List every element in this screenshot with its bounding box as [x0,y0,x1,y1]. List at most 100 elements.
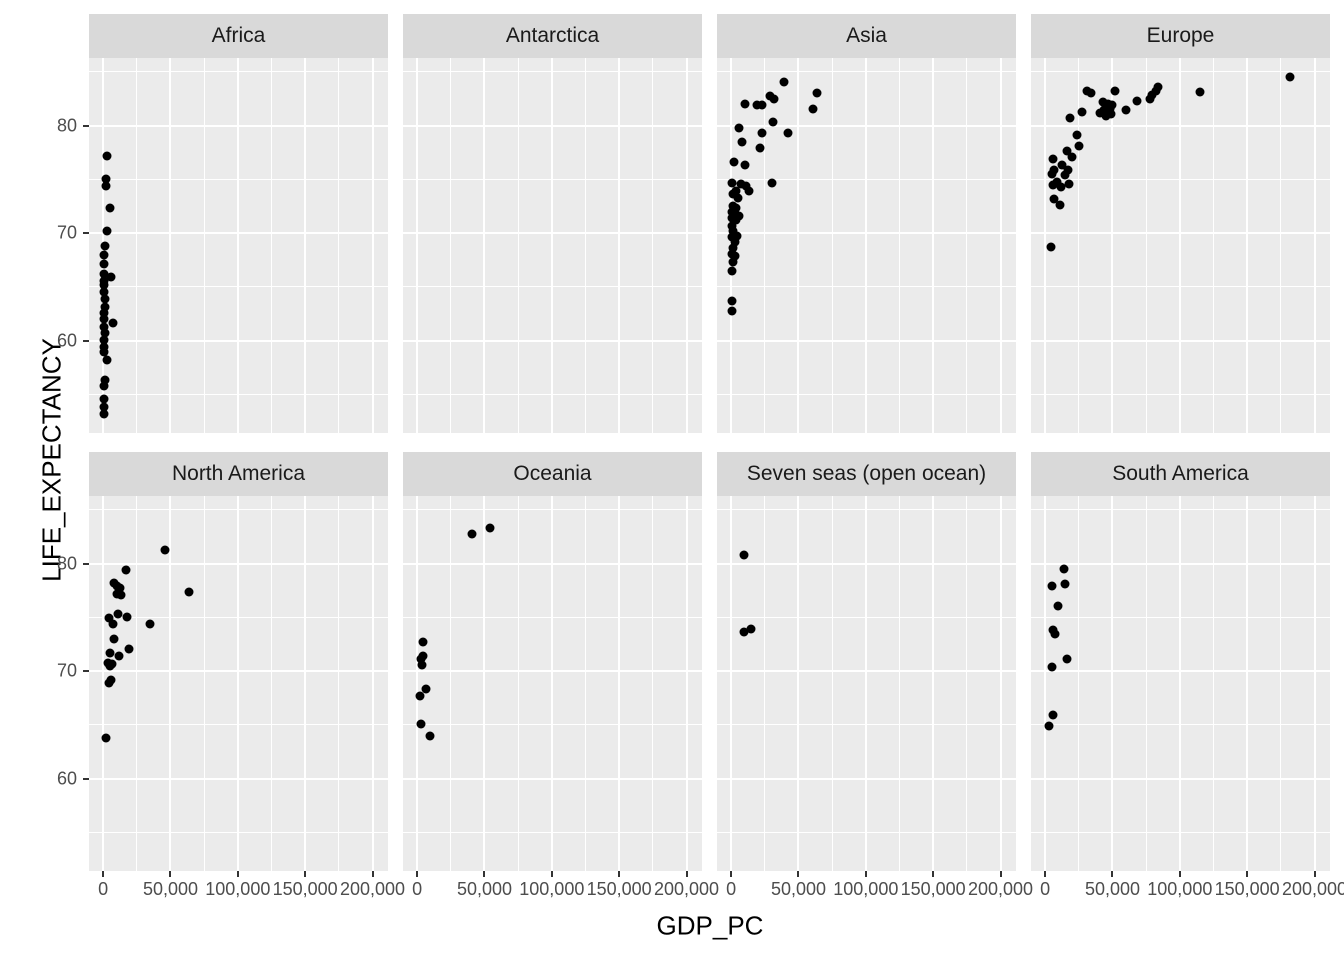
data-point [99,347,109,357]
gridline-major-vertical [797,58,800,433]
gridline-major-horizontal [403,562,702,565]
x-tick-label: 100,000 [205,879,271,899]
data-point [737,137,747,147]
gridline-major-horizontal [403,124,702,127]
data-point [808,104,818,113]
gridline-major-vertical [304,496,307,871]
data-point [812,88,822,98]
gridline-minor-vertical [584,496,586,871]
facet-panel [89,58,388,433]
data-point [99,409,109,419]
x-tick-label: 200,000 [1281,879,1344,899]
data-point [731,203,741,213]
x-axis-title: GDP_PC [656,910,764,941]
gridline-major-horizontal [717,670,1016,673]
facet-strip: Oceania [403,452,702,496]
data-point [755,143,765,153]
data-point [1047,662,1057,672]
gridline-major-horizontal [403,232,702,235]
data-point [115,583,125,593]
data-point [106,272,116,282]
gridline-minor-vertical [652,496,654,871]
x-tick-mark [1111,871,1114,877]
data-point [779,77,789,87]
facet-strip-label: Asia [846,24,887,47]
facet-strip-label: Antarctica [505,24,600,47]
gridline-minor-vertical [517,496,519,871]
gridline-minor-vertical [764,58,766,433]
data-point [1065,113,1075,123]
x-tick-label: 200,000 [339,879,406,899]
x-tick-mark [864,871,867,877]
gridline-major-horizontal [89,562,388,565]
y-tick-mark [83,777,89,780]
gridline-major-vertical [932,58,935,433]
x-tick-label: 0 [1040,879,1051,899]
gridline-minor-vertical [966,496,968,871]
data-point [104,678,114,688]
x-tick-mark [102,871,105,877]
x-tick-label: 50,000 [456,879,512,899]
data-point [116,590,126,600]
gridline-major-horizontal [1031,670,1330,673]
gridline-major-vertical [1178,496,1181,871]
data-point [1105,104,1115,113]
data-point [122,612,132,622]
data-point [728,189,738,199]
gridline-minor-vertical [898,58,900,433]
data-point [102,355,112,365]
facet-strip-label: South America [1112,462,1249,485]
gridline-major-vertical [1178,58,1181,433]
data-point [1285,72,1295,82]
gridline-major-vertical [685,496,688,871]
facet-panel [717,496,1016,871]
gridline-minor-vertical [898,496,900,871]
facet-strip: North America [89,452,388,496]
data-point [100,302,110,312]
data-point [769,94,779,104]
gridline-major-vertical [371,496,374,871]
data-point [727,221,737,231]
data-point [105,661,115,671]
x-tick-label: 100,000 [833,879,899,899]
gridline-major-vertical [1111,58,1114,433]
data-point [767,178,777,188]
gridline-minor-vertical [450,58,452,433]
x-tick-mark [1178,871,1181,877]
data-point [736,179,746,189]
data-point [1086,88,1096,98]
data-point [1057,160,1067,170]
data-point [105,648,115,658]
gridline-minor-vertical [1280,58,1282,433]
gridline-minor-vertical [1145,496,1147,871]
x-tick-label: 50,000 [142,879,198,899]
gridline-minor-vertical [136,496,138,871]
gridline-major-vertical [1313,58,1316,433]
x-tick-mark [550,871,553,877]
gridline-major-horizontal [717,124,1016,127]
data-point [768,117,778,127]
data-point [1047,169,1057,179]
data-point [108,318,118,328]
data-point [1062,146,1072,156]
gridline-major-vertical [864,496,867,871]
data-point [1050,629,1060,639]
data-point [729,157,739,167]
data-point [744,186,754,196]
data-point [421,684,431,694]
gridline-minor-vertical [831,496,833,871]
x-tick-mark [685,871,688,877]
gridline-minor-vertical [136,58,138,433]
data-point [1048,154,1058,164]
gridline-major-vertical [1246,58,1249,433]
gridline-major-vertical [483,58,486,433]
data-point [746,624,756,634]
data-point [99,402,109,412]
x-tick-label: 100,000 [1147,879,1213,899]
data-point [728,257,738,267]
data-point [1064,179,1074,189]
data-point [740,99,750,109]
data-point [1048,180,1058,190]
gridline-minor-vertical [652,58,654,433]
data-point [101,174,111,184]
